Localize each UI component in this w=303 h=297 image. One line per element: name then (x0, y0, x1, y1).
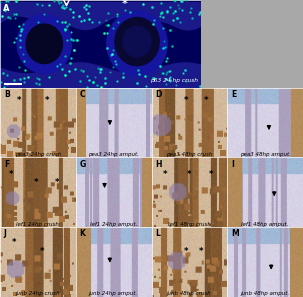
Text: I: I (231, 159, 234, 168)
Text: F: F (4, 159, 9, 168)
Text: junb 24hp amput.: junb 24hp amput. (89, 291, 138, 296)
Text: *: * (55, 178, 59, 187)
Text: pea3 24hp crush: pea3 24hp crush (15, 152, 61, 157)
Text: *: * (34, 178, 38, 187)
Text: lef1 24hp crush: lef1 24hp crush (16, 222, 59, 227)
Text: H: H (155, 159, 162, 168)
Text: K: K (79, 229, 85, 238)
Text: M: M (231, 229, 239, 238)
Text: C: C (79, 90, 85, 99)
Circle shape (17, 14, 72, 73)
Text: lef1 24hp amput.: lef1 24hp amput. (90, 222, 137, 227)
Text: *: * (45, 96, 49, 105)
Text: *: * (208, 170, 213, 179)
Text: *: * (39, 247, 44, 256)
Circle shape (26, 24, 62, 64)
Text: J: J (4, 229, 7, 238)
Text: B: B (4, 90, 9, 99)
Circle shape (123, 26, 151, 57)
Text: *: * (17, 96, 21, 105)
Text: *: * (9, 170, 14, 179)
Text: *: * (204, 96, 208, 105)
Circle shape (115, 18, 159, 66)
Text: G: G (79, 159, 86, 168)
Text: junb 48hp crush: junb 48hp crush (167, 291, 212, 296)
Text: L: L (155, 229, 160, 238)
Circle shape (107, 11, 167, 77)
Text: *: * (183, 247, 188, 256)
Text: *: * (183, 96, 188, 105)
Text: D: D (155, 90, 162, 99)
Text: pea3 48hp amput.: pea3 48hp amput. (240, 152, 291, 157)
Text: lef1 48hp amput.: lef1 48hp amput. (241, 222, 289, 227)
Text: lef1 48hp crush: lef1 48hp crush (168, 222, 211, 227)
Text: A: A (3, 4, 9, 13)
Text: p63 24 hp crush: p63 24 hp crush (151, 78, 198, 83)
Text: *: * (122, 0, 128, 9)
Text: junb 48hp amput.: junb 48hp amput. (241, 291, 290, 296)
Text: *: * (198, 247, 203, 256)
Text: pea3 48hp crush: pea3 48hp crush (166, 152, 213, 157)
Text: E: E (231, 90, 236, 99)
Text: junb 24hp crush: junb 24hp crush (15, 291, 60, 296)
Text: *: * (163, 170, 167, 179)
Text: *: * (187, 170, 191, 179)
Text: *: * (12, 238, 16, 247)
Text: pea3 24hp amput.: pea3 24hp amput. (88, 152, 139, 157)
